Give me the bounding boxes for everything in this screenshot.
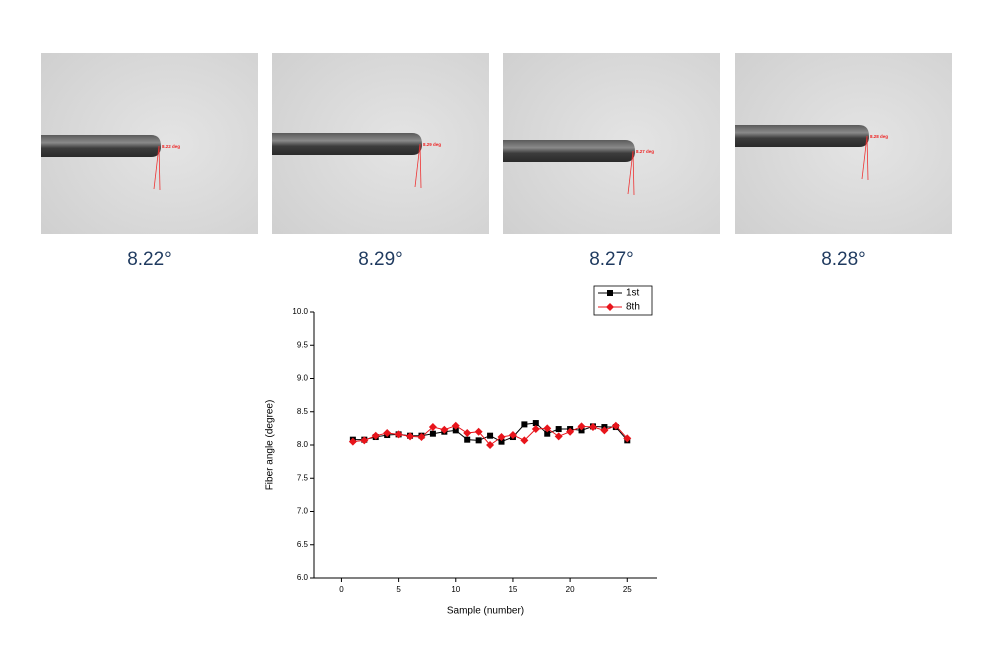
photo-caption: 8.28° [821,249,866,270]
legend-label: 8th [626,302,640,313]
series-line [352,422,628,443]
data-point [531,425,540,434]
data-point [521,421,528,428]
photo-annotation: 8.29 deg [423,142,441,147]
data-point [464,436,471,443]
fiber [503,140,635,162]
photo-caption: 8.29° [358,249,403,270]
legend-label: 1st [626,288,640,299]
y-tick-label: 8.5 [297,407,309,416]
angle-line [414,143,421,188]
photo-annotation: 8.28 deg [870,134,888,139]
fiber [272,133,422,155]
data-point [475,437,482,444]
y-tick-label: 6.5 [297,540,309,549]
data-point [428,423,437,432]
photo-caption: 8.22° [127,249,172,270]
data-point [566,427,575,436]
x-tick-label: 20 [566,585,575,594]
data-point [451,421,460,430]
legend-marker [606,303,614,311]
data-point [544,430,551,437]
data-point [623,434,632,443]
angle-line [419,143,422,189]
angle-line [866,135,869,181]
y-tick-label: 7.5 [297,473,309,482]
y-tick-label: 10.0 [292,307,308,316]
data-point [360,436,369,445]
y-axis-title: Fiber angle (degree) [265,400,276,491]
data-point [440,425,449,434]
photo-annotation: 8.22 deg [162,144,180,149]
angle-line [158,145,161,191]
data-point [497,433,506,442]
angle-line [153,145,160,190]
photo-annotation: 8.27 deg [636,149,654,154]
angle-line [861,135,868,180]
data-point [452,427,459,434]
y-tick-label: 6.0 [297,573,309,582]
data-point [487,432,494,439]
data-point [498,438,505,445]
data-point [520,436,529,445]
y-tick-label: 8.0 [297,440,309,449]
data-point [611,421,620,430]
legend-marker [607,290,613,296]
data-point [394,430,403,439]
y-tick-label: 9.5 [297,340,309,349]
angle-line [627,150,634,195]
data-point [600,426,609,435]
x-tick-label: 0 [339,585,344,594]
photo-caption: 8.27° [589,249,634,270]
data-point [532,420,539,427]
data-point [555,426,562,433]
y-tick-label: 7.0 [297,507,309,516]
data-point [417,433,426,442]
legend-box [593,285,653,316]
data-point [371,431,380,440]
data-point [588,423,597,432]
y-tick-label: 9.0 [297,374,309,383]
x-tick-label: 25 [623,585,632,594]
data-point [486,441,495,449]
x-tick-label: 5 [396,585,401,594]
data-point [543,424,552,433]
x-tick-label: 15 [508,585,517,594]
x-tick-label: 10 [451,585,460,594]
fiber [41,135,161,157]
data-point [474,427,483,436]
fiber [735,125,869,147]
data-point [577,422,586,431]
data-point [554,432,563,441]
x-axis-title: Sample (number) [447,606,524,617]
data-point [406,432,415,441]
data-point [463,429,472,438]
angle-line [632,150,635,196]
data-point [429,430,436,437]
data-point [383,429,392,438]
data-point [348,437,357,446]
data-point [508,431,517,440]
